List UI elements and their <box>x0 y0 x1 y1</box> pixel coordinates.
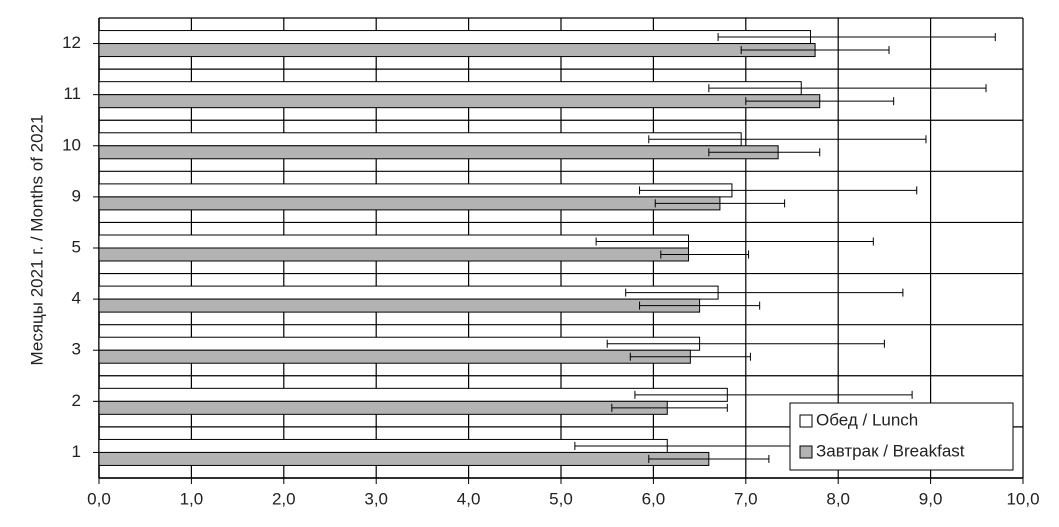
x-tick-label: 1,0 <box>180 489 204 508</box>
y-tick-label: 2 <box>72 391 81 410</box>
y-tick-label: 4 <box>72 289 81 308</box>
y-tick-label: 9 <box>72 186 81 205</box>
legend-label: Завтрак / Breakfast <box>816 441 965 460</box>
legend-box <box>789 402 1014 471</box>
y-tick-label: 1 <box>72 442 81 461</box>
bar <box>98 298 701 313</box>
legend-swatch <box>799 445 813 459</box>
y-tick-label: 3 <box>72 340 81 359</box>
y-tick-label: 5 <box>72 237 81 256</box>
bar <box>98 451 710 466</box>
x-tick-label: 5,0 <box>549 489 573 508</box>
x-tick-label: 6,0 <box>642 489 666 508</box>
bar <box>98 132 742 147</box>
x-tick-label: 9,0 <box>919 489 943 508</box>
bar <box>98 81 802 96</box>
bar <box>98 145 779 160</box>
legend-swatch <box>799 414 813 428</box>
x-tick-label: 10,0 <box>1006 489 1039 508</box>
legend: Обед / Lunch Завтрак / Breakfast <box>789 402 1014 471</box>
x-tick-label: 2,0 <box>272 489 296 508</box>
y-tick-label: 11 <box>63 84 81 103</box>
x-tick-label: 0,0 <box>87 489 111 508</box>
x-tick-label: 4,0 <box>457 489 481 508</box>
bar <box>98 247 690 262</box>
y-tick-label: 10 <box>62 135 81 154</box>
bar <box>98 30 811 45</box>
bar <box>98 94 821 109</box>
bar <box>98 43 816 58</box>
y-tick-label: 12 <box>62 33 81 52</box>
x-tick-label: 3,0 <box>364 489 388 508</box>
bar <box>98 183 733 198</box>
x-tick-label: 8,0 <box>826 489 850 508</box>
bar <box>98 349 691 364</box>
bar <box>98 196 721 211</box>
bar <box>98 387 728 402</box>
legend-label: Обед / Lunch <box>816 410 918 429</box>
bar <box>98 400 668 415</box>
y-axis-label: Месяцы 2021 г. / Months of 2021 <box>27 115 46 366</box>
x-tick-label: 7,0 <box>734 489 758 508</box>
